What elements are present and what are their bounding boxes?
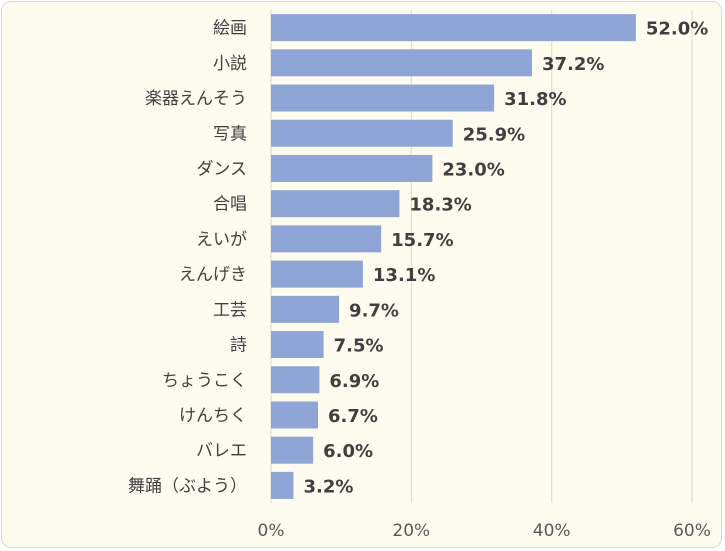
bar [271,366,320,394]
data-label: 37.2% [542,54,604,75]
data-label: 7.5% [334,336,384,357]
bar [271,471,294,499]
bar [271,190,400,218]
bar [271,260,363,288]
data-label: 18.3% [409,195,471,216]
data-label: 23.0% [442,159,504,180]
category-label: 小説 [213,54,247,74]
data-label: 31.8% [504,89,566,110]
data-label: 6.9% [329,371,379,392]
bar [271,436,314,464]
bar [271,154,433,182]
category-label: ダンス [196,159,247,179]
bar [271,331,324,359]
bar [271,49,533,77]
category-label: 写真 [213,124,247,144]
category-label: 合唱 [213,195,247,215]
data-label: 25.9% [463,124,525,145]
category-label: ちょうこく [162,371,247,391]
data-label: 6.7% [328,406,378,427]
data-label: 6.0% [323,441,373,462]
data-label: 9.7% [349,300,399,321]
bar [271,225,382,253]
category-label: えんげき [179,265,247,285]
category-label: 詩 [230,336,247,356]
bar [271,295,340,323]
category-label: 工芸 [213,300,247,320]
category-label: えいが [196,230,247,250]
x-tick-label: 40% [533,521,571,541]
data-label: 52.0% [646,19,708,40]
bar [271,401,319,429]
bar [271,14,636,42]
bar [271,84,495,112]
category-label: 舞踊（ぶよう） [128,476,247,496]
data-label: 13.1% [373,265,435,286]
data-label: 15.7% [391,230,453,251]
data-label: 3.2% [303,476,353,497]
category-label: けんちく [179,406,247,426]
x-tick-label: 0% [258,521,285,541]
category-label: 絵画 [213,19,247,39]
x-tick-label: 60% [673,521,711,541]
category-label: バレエ [196,441,247,461]
x-tick-label: 20% [392,521,430,541]
category-label: 楽器えんそう [145,89,247,109]
bar [271,119,453,147]
